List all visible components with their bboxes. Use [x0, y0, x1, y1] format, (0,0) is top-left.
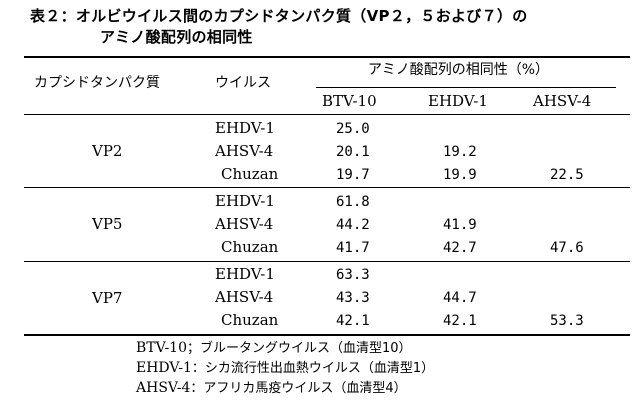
footnote-ehdv: EHDV-1：シカ流行性出血熱ウイルス（血清型1）	[136, 359, 434, 378]
table-cell-btv: 63.3	[336, 267, 370, 283]
footnote-description: ：シカ流行性出血熱ウイルス（血清型1）	[191, 361, 435, 376]
footnote-btv: BTV-10；ブルータングウイルス（血清型10）	[136, 339, 412, 358]
table-cell-ahsv: 22.5	[550, 167, 584, 183]
table-cell-btv: 41.7	[336, 240, 370, 256]
header-virus: ウイルス	[215, 75, 271, 91]
caption-line-2: アミノ酸配列の相同性	[100, 28, 253, 46]
footnote-description: ：アフリカ馬疫ウイルス（血清型4）	[190, 381, 407, 396]
header-ehdv1: EHDV-1	[428, 92, 488, 110]
footnote-ahsv: AHSV-4：アフリカ馬疫ウイルス（血清型4）	[136, 379, 407, 398]
table-cell-ehdv: 44.7	[443, 290, 477, 306]
table-cell-virus: Chuzan	[221, 165, 279, 183]
table-cell-virus: AHSV-4	[215, 288, 274, 306]
protein-vp5: VP5	[92, 215, 123, 233]
table-caption: 表２：オルビウイルス間のカプシドタンパク質（VP２，５および７）の アミノ酸配列…	[30, 6, 528, 48]
top-rule	[24, 56, 630, 58]
table-cell-ehdv: 42.7	[443, 240, 477, 256]
table-cell-btv: 61.8	[336, 194, 370, 210]
footnote-code: AHSV-4	[136, 380, 191, 396]
table-cell-btv: 44.2	[336, 217, 370, 233]
footnote-code: EHDV-1	[136, 360, 192, 376]
caption-line-1: 表２：オルビウイルス間のカプシドタンパク質（VP２，５および７）の	[30, 7, 528, 25]
table-cell-ahsv: 47.6	[550, 240, 584, 256]
header-btv10: BTV-10	[322, 92, 377, 110]
protein-vp7: VP7	[92, 289, 123, 307]
table-cell-ehdv: 19.9	[443, 167, 477, 183]
table-cell-btv: 19.7	[336, 167, 370, 183]
table-cell-ahsv: 53.3	[550, 313, 584, 329]
footnote-code: BTV-10	[136, 340, 187, 356]
table-cell-virus: AHSV-4	[215, 215, 274, 233]
footnote-description: ；ブルータングウイルス（血清型10）	[187, 341, 412, 356]
header-capsid-protein: カプシドタンパク質	[34, 75, 160, 91]
header-ahsv4: AHSV-4	[533, 92, 592, 110]
table-cell-virus: Chuzan	[221, 238, 279, 256]
header-bottom-rule	[24, 114, 630, 115]
table-cell-virus: EHDV-1	[215, 119, 275, 137]
homology-subheader-rule	[316, 87, 616, 88]
table-cell-virus: AHSV-4	[215, 142, 274, 160]
table-cell-virus: EHDV-1	[215, 192, 275, 210]
table-cell-virus: Chuzan	[221, 311, 279, 329]
table-cell-btv: 20.1	[336, 144, 370, 160]
table-cell-ehdv: 41.9	[443, 217, 477, 233]
table-cell-ehdv: 42.1	[443, 313, 477, 329]
protein-vp2: VP2	[92, 142, 123, 160]
table-cell-ehdv: 19.2	[443, 144, 477, 160]
table-cell-btv: 43.3	[336, 290, 370, 306]
group-divider-1	[24, 187, 630, 188]
table-cell-btv: 42.1	[336, 313, 370, 329]
header-amino-acid-homology: アミノ酸配列の相同性（%）	[368, 62, 550, 78]
group-divider-2	[24, 261, 630, 262]
table-cell-virus: EHDV-1	[215, 265, 275, 283]
bottom-rule	[24, 334, 630, 336]
table-cell-btv: 25.0	[336, 121, 370, 137]
